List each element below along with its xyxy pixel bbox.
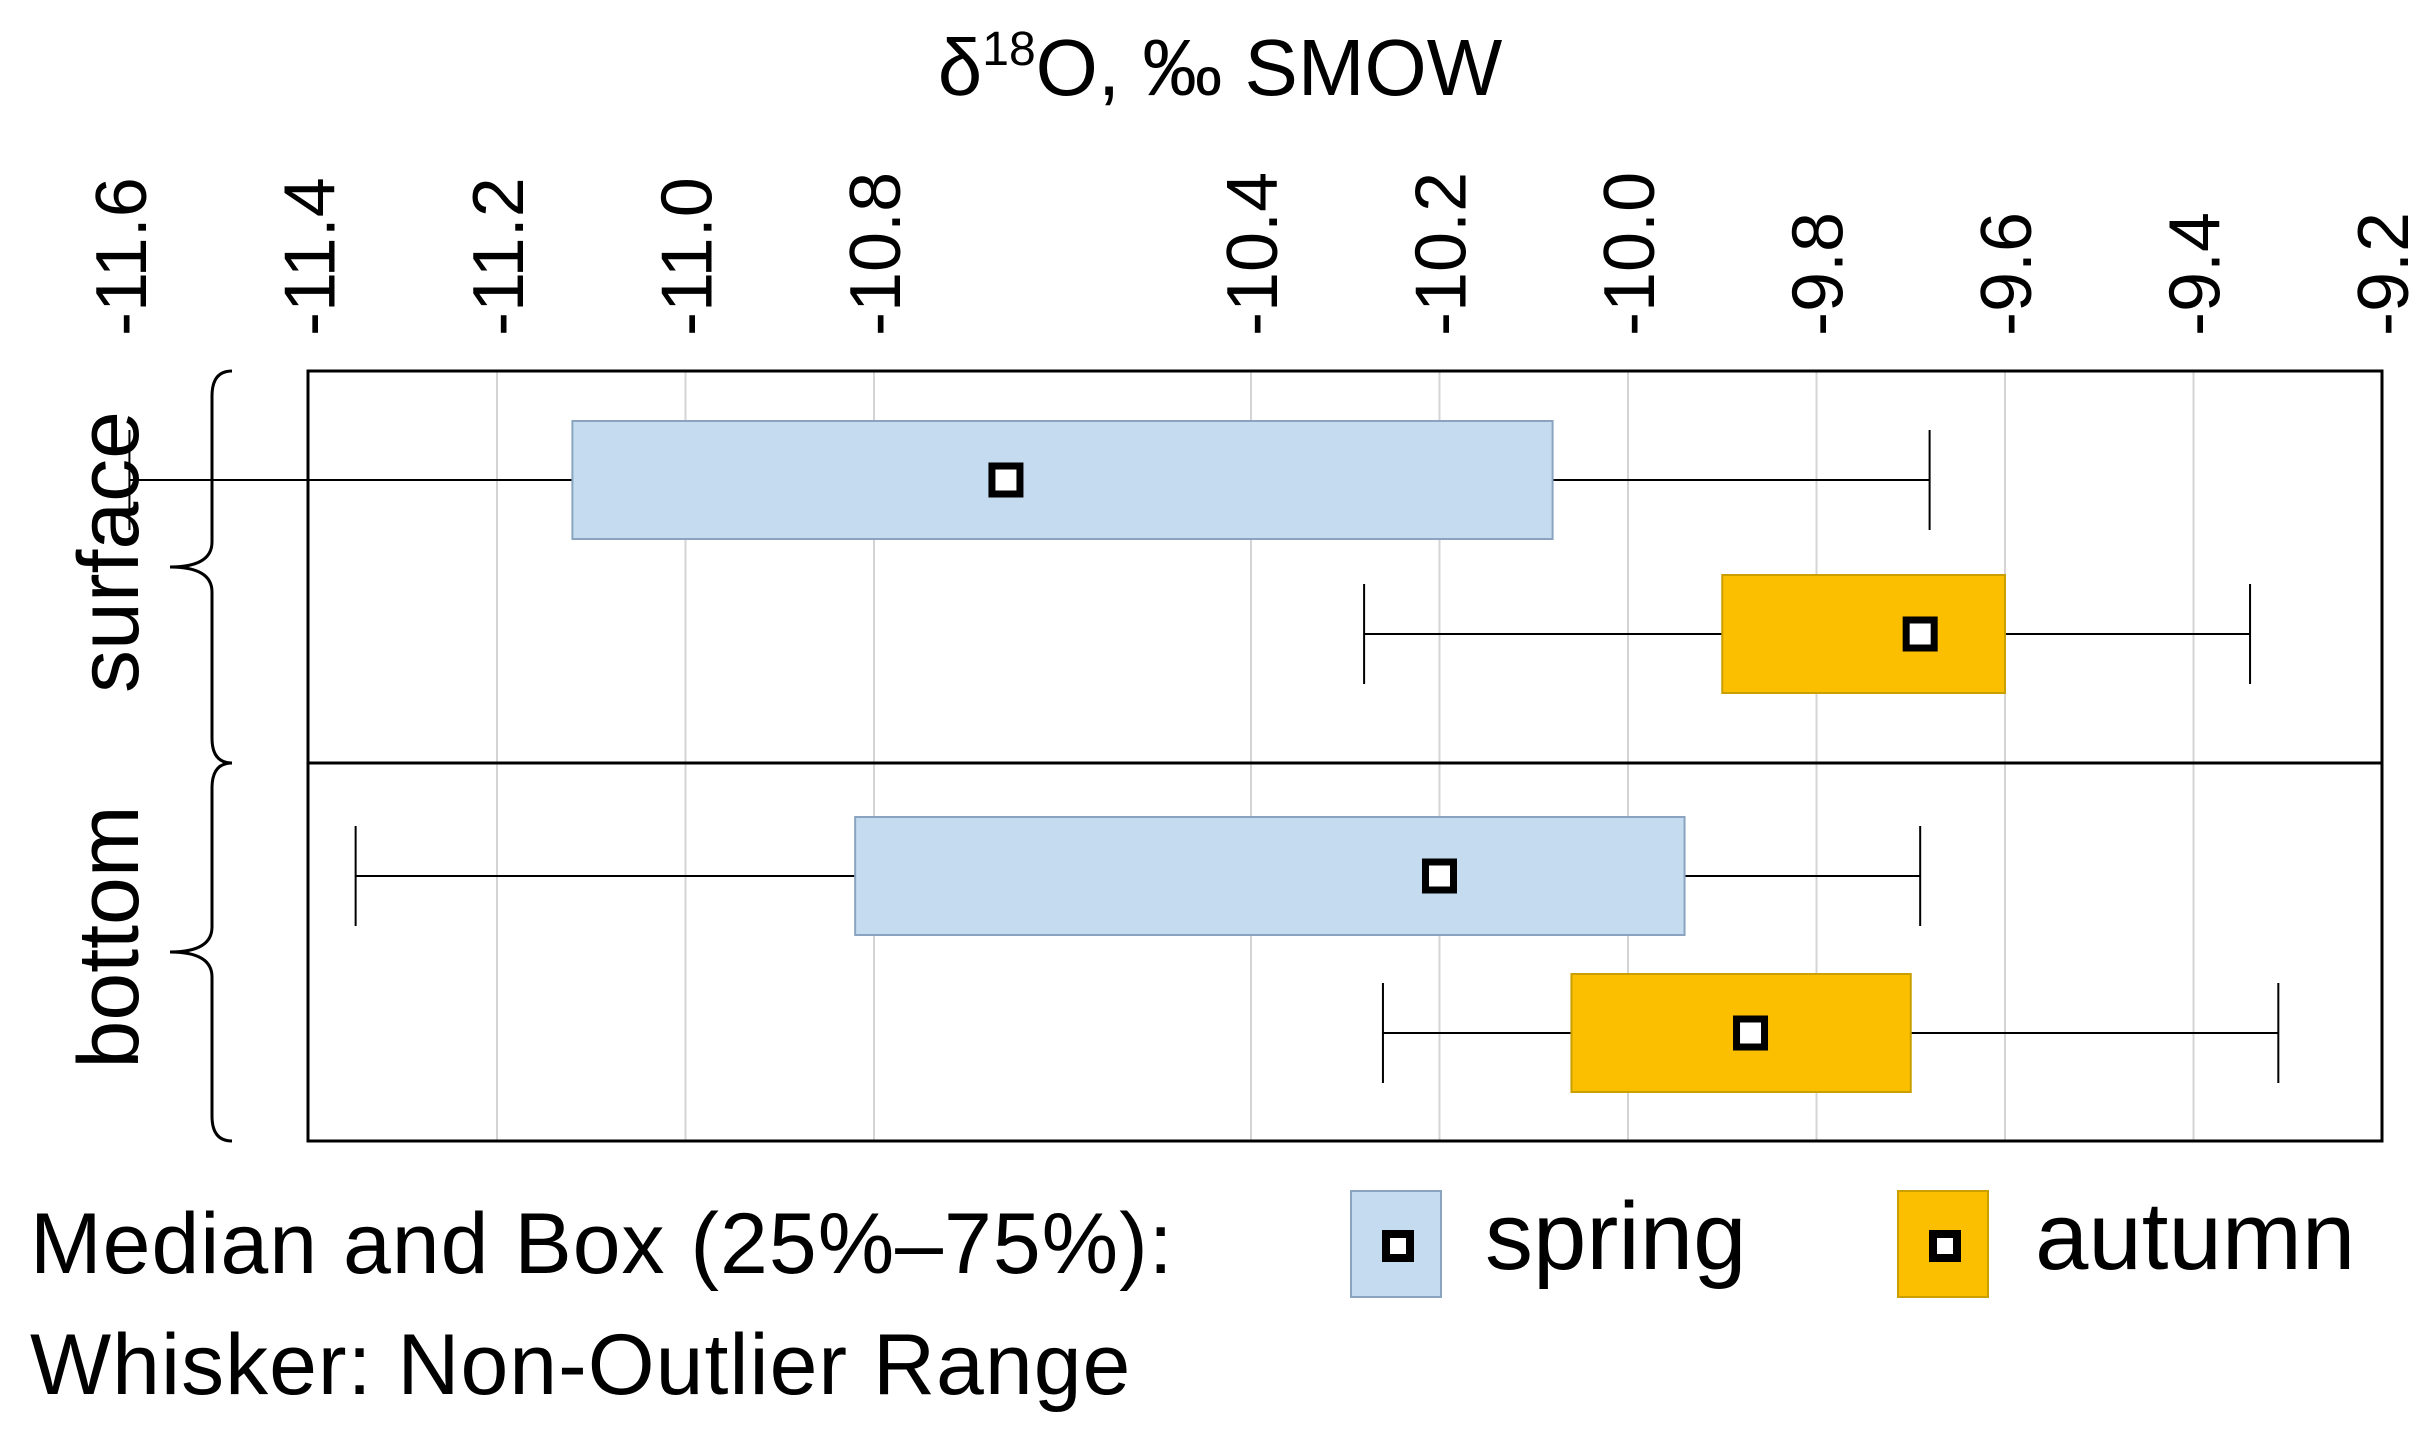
whisker-legend: Whisker: Non-Outlier Range <box>30 1317 1132 1413</box>
box-plot-chart: δ18O, ‰ SMOW -11.6 -11.4 -11.2 -11.0 -10.8 -1… <box>61 23 2424 1143</box>
x-tick-label: -10.8 <box>836 172 916 336</box>
median-marker <box>1733 1015 1769 1051</box>
median-marker-icon <box>1929 1230 1961 1262</box>
x-tick-label: -10.2 <box>1402 172 1482 336</box>
legend-line-1: Median and Box (25%–75%): <box>30 1195 1174 1294</box>
title-superscript: 18 <box>982 23 1035 76</box>
group-brace <box>169 761 233 1143</box>
median-marker <box>988 462 1024 498</box>
x-tick-label: -9.4 <box>2156 212 2236 336</box>
x-tick-label: -11.4 <box>271 177 351 336</box>
plot-frame <box>306 369 2384 1143</box>
title-rest: O, ‰ SMOW <box>1036 23 1503 112</box>
x-tick-label: -11.0 <box>648 177 728 336</box>
x-tick-label: -9.6 <box>1967 212 2047 336</box>
group-label: bottom <box>61 806 157 1069</box>
group-label: surface <box>61 411 157 693</box>
group-brace <box>169 369 233 765</box>
x-tick-labels: -11.6 -11.4 -11.2 -11.0 -10.8 -10.4 -10.2 -10.0… <box>82 172 2424 336</box>
x-tick-label: -11.2 <box>459 177 539 336</box>
iqr-box <box>1721 574 2006 694</box>
legend-title: Median and Box (25%–75%): <box>30 1196 1174 1292</box>
x-tick-label: -11.6 <box>82 177 162 336</box>
median-marker <box>1902 616 1938 652</box>
x-tick-label: -9.8 <box>1779 212 1859 336</box>
median-marker-icon <box>1382 1230 1414 1262</box>
median-marker <box>1422 858 1457 894</box>
x-tick-label: -10.4 <box>1213 172 1293 336</box>
group-labels: surface bottom <box>61 369 233 1143</box>
legend-label-spring: spring <box>1485 1183 1747 1290</box>
iqr-box <box>854 816 1686 936</box>
legend-label-autumn: autumn <box>2035 1183 2356 1290</box>
legend-swatch-spring <box>1350 1190 1442 1298</box>
box-marks <box>128 420 2280 1093</box>
legend-swatch-autumn <box>1897 1190 1989 1298</box>
title-delta: δ <box>938 23 983 112</box>
x-tick-label: -10.0 <box>1590 172 1670 336</box>
x-tick-label: -9.2 <box>2344 212 2424 336</box>
chart-title: δ18O, ‰ SMOW <box>938 23 1503 112</box>
iqr-box <box>571 420 1554 540</box>
legend-line-2: Whisker: Non-Outlier Range <box>30 1316 1131 1415</box>
